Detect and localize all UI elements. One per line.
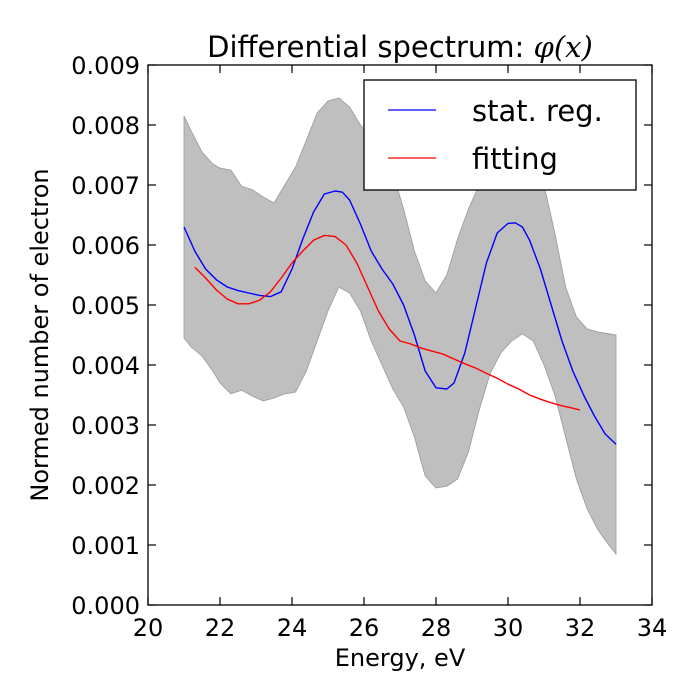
chart-title: Differential spectrum: φ(x) [207,30,593,64]
series-group [183,190,617,445]
x-tick-label: 20 [133,614,164,642]
legend-label-fitting: fitting [472,142,558,176]
y-tick-label: 0.004 [71,352,140,380]
y-tick-label: 0.003 [71,412,140,440]
y-tick-label: 0.007 [71,172,140,200]
plot-frame [147,64,653,606]
y-tick-label: 0.008 [71,112,140,140]
chart-title-text: Differential spectrum: [207,30,533,64]
legend-box [363,79,637,191]
x-tick-label: 22 [205,614,236,642]
y-tick-label: 0.000 [71,592,140,620]
y-tick-label: 0.002 [71,472,140,500]
x-axis: 20 22 24 26 28 30 32 34 [133,65,668,642]
x-axis-label: Energy, eV [335,644,466,672]
x-tick-label: 26 [349,614,380,642]
y-axis-label: Normed number of electron [26,168,54,501]
confidence-band [183,97,617,556]
x-tick-label: 32 [565,614,596,642]
series-line-fitting [194,234,581,411]
x-tick-label: 30 [493,614,524,642]
y-tick-label: 0.005 [71,292,140,320]
y-tick-label: 0.009 [71,52,140,80]
y-tick-label: 0.006 [71,232,140,260]
legend-label-stat-reg: stat. reg. [472,94,603,128]
x-tick-label: 28 [421,614,452,642]
band-group [183,97,617,556]
x-tick-label: 24 [277,614,308,642]
series-line-stat-reg [183,190,617,445]
chart-title-math: φ(x) [534,30,593,64]
y-axis: 0.000 0.001 0.002 0.003 0.004 0.005 0.006 0.007… [71,52,652,620]
x-tick-label: 34 [637,614,668,642]
legend: stat. reg. fitting [363,79,637,191]
y-tick-label: 0.001 [71,532,140,560]
